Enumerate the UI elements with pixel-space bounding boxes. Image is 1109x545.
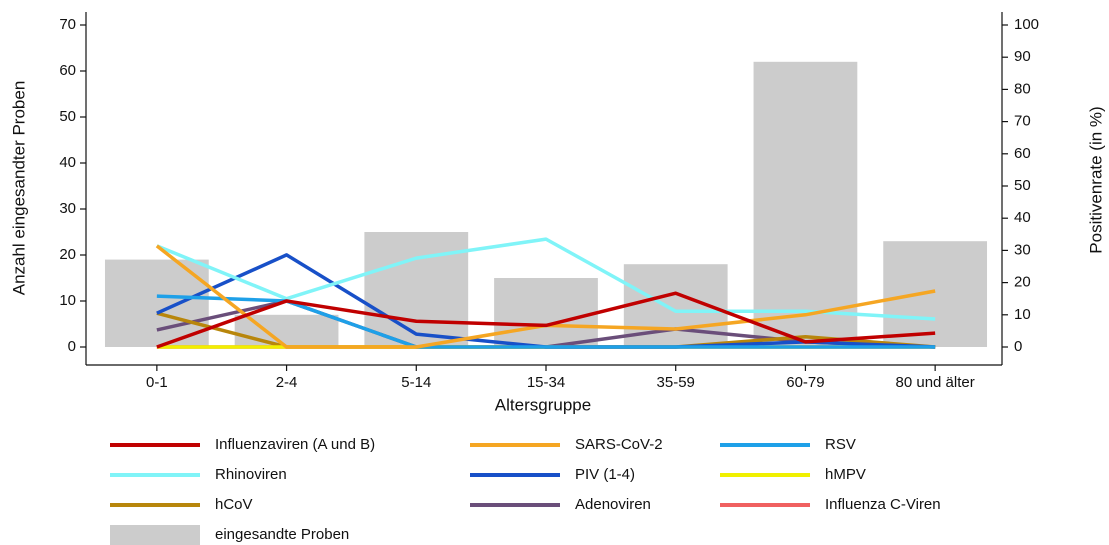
legend-label: Influenza C-Viren xyxy=(825,496,941,513)
y2-tick-label: 10 xyxy=(1014,306,1031,323)
y-tick-label: 20 xyxy=(59,246,76,263)
y-tick-label: 30 xyxy=(59,200,76,217)
y2-tick-label: 70 xyxy=(1014,113,1031,130)
legend-label: hMPV xyxy=(825,466,866,483)
legend-label: hCoV xyxy=(215,496,253,513)
legend-label: Rhinoviren xyxy=(215,466,287,483)
x-axis-title: Altersgruppe xyxy=(495,395,591,414)
y2-tick-label: 100 xyxy=(1014,16,1039,33)
x-tick-label: 80 und älter xyxy=(896,374,975,391)
legend-label: Adenoviren xyxy=(575,496,651,513)
y-tick-label: 70 xyxy=(59,16,76,33)
bar xyxy=(753,61,858,348)
legend-label: eingesandte Proben xyxy=(215,526,349,543)
y2-tick-label: 50 xyxy=(1014,177,1031,194)
y2-tick-label: 0 xyxy=(1014,338,1022,355)
x-tick-label: 60-79 xyxy=(786,374,824,391)
legend-swatch xyxy=(110,525,200,545)
legend-label: SARS-CoV-2 xyxy=(575,436,663,453)
y-tick-label: 10 xyxy=(59,292,76,309)
y2-tick-label: 90 xyxy=(1014,48,1031,65)
y-tick-label: 60 xyxy=(59,62,76,79)
y2-axis-title: Positivenrate (in %) xyxy=(1086,106,1105,253)
y2-tick-label: 60 xyxy=(1014,145,1031,162)
line xyxy=(156,237,936,321)
x-tick-label: 15-34 xyxy=(527,374,565,391)
y-tick-label: 0 xyxy=(68,338,76,355)
y2-tick-label: 30 xyxy=(1014,241,1031,258)
line xyxy=(156,291,936,349)
legend-label: PIV (1-4) xyxy=(575,466,635,483)
y-tick-label: 50 xyxy=(59,108,76,125)
legend-label: Influenzaviren (A und B) xyxy=(215,436,375,453)
x-tick-label: 35-59 xyxy=(657,374,695,391)
bar xyxy=(494,278,598,347)
x-tick-label: 5-14 xyxy=(401,374,431,391)
x-tick-label: 0-1 xyxy=(146,374,168,391)
x-tick-label: 2-4 xyxy=(276,374,298,391)
legend-label: RSV xyxy=(825,436,856,453)
y2-tick-label: 80 xyxy=(1014,80,1031,97)
bar xyxy=(883,241,988,347)
y2-tick-label: 20 xyxy=(1014,274,1031,291)
y2-tick-label: 40 xyxy=(1014,209,1031,226)
y-axis-title: Anzahl eingesandter Proben xyxy=(9,81,28,296)
bar xyxy=(364,232,469,347)
y-tick-label: 40 xyxy=(59,154,76,171)
